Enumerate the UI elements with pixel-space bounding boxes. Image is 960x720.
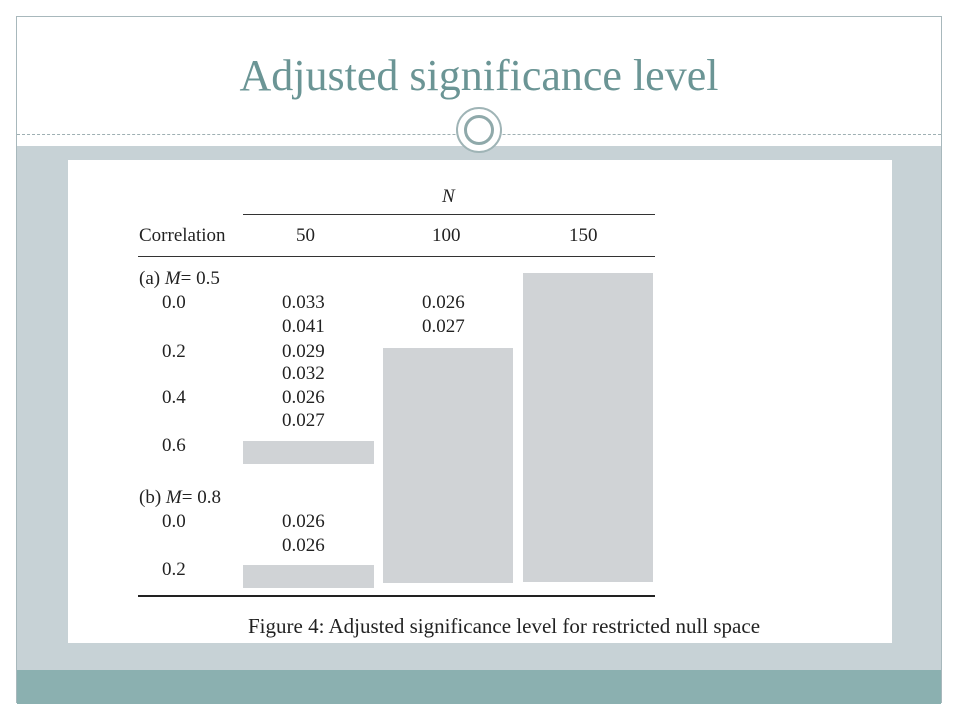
table-cell: 0.027 <box>282 410 325 431</box>
section-a-row-label: 0.2 <box>162 341 186 362</box>
section-a-row-label: 0.4 <box>162 387 186 408</box>
figure-image: N Correlation 50 100 150 (a) M= 0.5 0.0 … <box>68 160 892 643</box>
table-cell: 0.026 <box>282 511 325 532</box>
column-header-150: 150 <box>569 225 598 246</box>
slide-title: Adjusted significance level <box>239 51 719 100</box>
redaction-block <box>243 441 374 464</box>
table-cell: 0.041 <box>282 316 325 337</box>
table-cell: 0.026 <box>422 292 465 313</box>
section-a-row-label: 0.0 <box>162 292 186 313</box>
table-cell: 0.026 <box>282 387 325 408</box>
footer-band <box>17 670 941 704</box>
table-cell: 0.033 <box>282 292 325 313</box>
table-bottom-rule <box>138 595 655 597</box>
table-cell: 0.029 <box>282 341 325 362</box>
redaction-block <box>383 348 513 583</box>
table-cell: 0.027 <box>422 316 465 337</box>
section-b-row-label: 0.0 <box>162 511 186 532</box>
figure-caption: Figure 4: Adjusted significance level fo… <box>248 614 761 638</box>
redaction-block <box>523 273 653 582</box>
row-header: Correlation <box>139 225 226 246</box>
redaction-block <box>243 565 374 588</box>
column-header-rule <box>138 256 655 257</box>
section-b-label: (b) M= 0.8 <box>139 487 221 508</box>
circle-ornament-icon <box>456 107 502 153</box>
table-cell: 0.032 <box>282 363 325 384</box>
section-a-row-label: 0.6 <box>162 435 186 456</box>
table-cell: 0.026 <box>282 535 325 556</box>
group-header: N <box>442 186 455 207</box>
column-header-100: 100 <box>432 225 461 246</box>
section-b-row-label: 0.2 <box>162 559 186 580</box>
column-header-50: 50 <box>296 225 315 246</box>
header-rule <box>243 214 655 215</box>
section-a-label: (a) M= 0.5 <box>139 268 220 289</box>
